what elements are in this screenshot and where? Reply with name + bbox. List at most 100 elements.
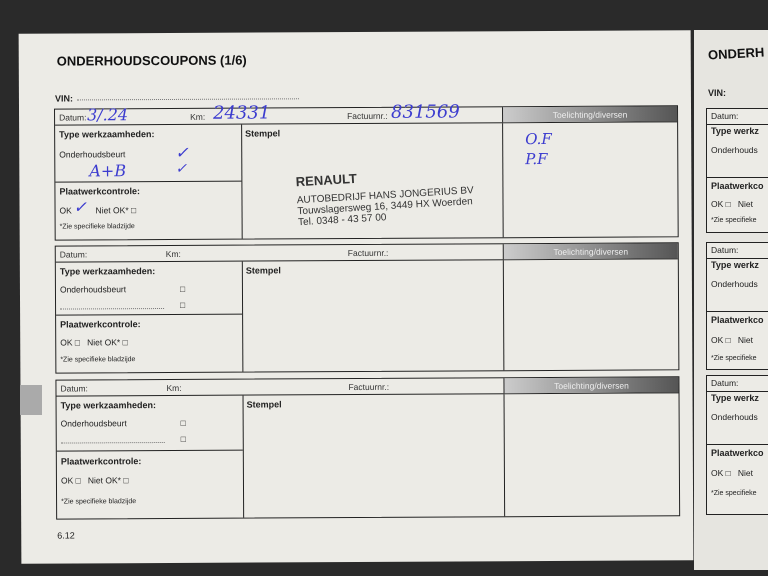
coupon-header: Datum: Km: Factuurnr.: Toelichting/diver… [55, 106, 678, 126]
stempel-label: Stempel [245, 265, 281, 276]
km-label: Km: [166, 382, 182, 393]
vin-label: VIN: [54, 93, 73, 104]
onderhoudsbeurt-label: Onderhouds [711, 279, 758, 289]
ok-label: OK [59, 205, 72, 216]
type-label: Type werkz [711, 260, 759, 270]
footnote: *Zie specifieke [711, 355, 757, 362]
footnote: *Zie specifieke [711, 217, 757, 224]
ok-label: OK [60, 337, 73, 348]
onderhoudsbeurt-label: Onderhoudsbeurt [59, 284, 127, 295]
right-coupon-1: Datum: Type werkz Onderhouds Plaatwerkco… [706, 108, 768, 233]
left-page: ONDERHOUDSCOUPONS (1/6) VIN: Datum: Km: … [18, 30, 694, 564]
type-label: Type werkzaamheden: [60, 400, 156, 411]
type-label: Type werkz [711, 393, 759, 403]
footnote: *Zie specifieke bladzijde [60, 356, 136, 364]
datum-label: Datum: [711, 378, 739, 388]
niet-label: Niet [737, 335, 753, 345]
factuurnr-label: Factuurnr.: [347, 110, 388, 122]
column-divider [502, 260, 505, 371]
page-number: 6.12 [57, 530, 75, 541]
plaatwerk-label: Plaatwerkcontrole: [60, 319, 141, 330]
stempel-label: Stempel [245, 128, 281, 139]
niet-label: Niet [737, 199, 753, 209]
plaatwerk-label: Plaatwerkco [711, 315, 764, 325]
handwritten-ok-check: ✓ [73, 197, 87, 217]
plaatwerk-label: Plaatwerkco [711, 181, 764, 191]
column-divider [503, 394, 506, 517]
right-coupon-2: Datum: Type werkz Onderhouds Plaatwerkco… [706, 242, 768, 370]
factuurnr-label: Factuurnr.: [347, 247, 389, 259]
coupon-header: Datum: Km: Factuurnr.: Toelichting/diver… [56, 377, 679, 397]
right-page: ONDERH VIN: Datum: Type werkz Onderhouds… [694, 30, 768, 570]
ok-checkbox[interactable]: OK □ [711, 199, 731, 209]
right-vin-label: VIN: [708, 88, 726, 98]
footnote: *Zie specifieke bladzijde [59, 223, 135, 231]
niet-ok-label: Niet OK* [87, 475, 121, 486]
divider [707, 124, 768, 125]
type-label: Type werkz [711, 126, 759, 136]
divider [55, 180, 242, 183]
ok-label: OK [60, 475, 74, 486]
type-label: Type werkzaamheden: [59, 129, 155, 140]
toelichting-header: Toelichting/diversen [502, 106, 678, 123]
onderhoudsbeurt-label: Onderhouds [711, 145, 758, 155]
datum-label: Datum: [59, 249, 88, 260]
column-divider [241, 261, 244, 372]
toelichting-line: O.F [525, 129, 552, 149]
datum-label: Datum: [711, 111, 739, 121]
handwritten-toelichting: O.F P.F [525, 129, 552, 169]
footnote: *Zie specifieke bladzijde [61, 498, 137, 506]
divider [707, 444, 768, 445]
niet-ok-checkbox[interactable]: □ [130, 205, 137, 216]
toelichting-header: Toelichting/diversen [503, 377, 679, 394]
dotted-field [60, 442, 165, 444]
divider [707, 177, 768, 178]
divider [56, 313, 243, 316]
datum-label: Datum: [60, 383, 88, 394]
handwritten-factuurnr: 831569 [390, 101, 460, 123]
dotted-field [60, 308, 165, 310]
factuurnr-label: Factuurnr.: [348, 381, 390, 393]
ok-checkbox[interactable]: OK □ [711, 335, 731, 345]
column-divider [502, 123, 504, 238]
extra-checkbox[interactable]: □ [180, 433, 186, 444]
niet-ok-checkbox[interactable]: □ [123, 475, 129, 486]
onderhoudsbeurt-label: Onderhoudsbeurt [59, 149, 126, 160]
coupon-3: Datum: Km: Factuurnr.: Toelichting/diver… [55, 376, 681, 520]
ok-checkbox[interactable]: □ [74, 337, 81, 348]
ok-row: OK □ Niet [711, 335, 753, 345]
divider [707, 258, 768, 259]
dealer-stamp: RENAULT AUTOBEDRIJF HANS JONGERIUS BV To… [295, 164, 475, 228]
km-label: Km: [190, 111, 206, 122]
coupon-header: Datum: Km: Factuurnr.: Toelichting/diver… [55, 243, 678, 263]
datum-label: Datum: [711, 245, 739, 255]
vin-field [76, 98, 299, 101]
toelichting-line: P.F [525, 149, 548, 169]
extra-checkbox[interactable]: □ [180, 299, 186, 310]
ok-row: OK □ Niet [711, 199, 753, 209]
column-divider [242, 395, 245, 518]
ok-checkbox[interactable]: OK □ [711, 468, 731, 478]
plaatwerk-label: Plaatwerkcontrole: [60, 456, 142, 467]
onderhoudsbeurt-checkbox[interactable]: □ [179, 283, 186, 294]
onderhoudsbeurt-label: Onderhouds [711, 412, 758, 422]
coupon-2: Datum: Km: Factuurnr.: Toelichting/diver… [54, 242, 680, 374]
plaatwerk-label: Plaatwerkcontrole: [59, 186, 141, 197]
niet-ok-checkbox[interactable]: □ [122, 337, 128, 348]
coupon-1: Datum: Km: Factuurnr.: Toelichting/diver… [54, 101, 679, 241]
handwritten-km: 24331 [212, 102, 271, 124]
right-page-title: ONDERH [707, 44, 765, 63]
datum-label: Datum: [59, 112, 87, 123]
stamp-brand: RENAULT [295, 170, 358, 190]
ok-checkbox[interactable]: □ [75, 475, 81, 486]
divider [707, 391, 768, 392]
onderhoudsbeurt-checkbox[interactable]: □ [180, 417, 186, 428]
page-tab-marker [20, 385, 42, 415]
km-label: Km: [165, 248, 181, 259]
right-coupon-3: Datum: Type werkz Onderhouds Plaatwerkco… [706, 375, 768, 515]
divider [56, 449, 243, 452]
toelichting-header: Toelichting/diversen [502, 243, 678, 260]
onderhoudsbeurt-label: Onderhoudsbeurt [60, 418, 127, 429]
handwritten-type: A+B [89, 161, 127, 181]
handwritten-check: ✓ [175, 160, 188, 177]
